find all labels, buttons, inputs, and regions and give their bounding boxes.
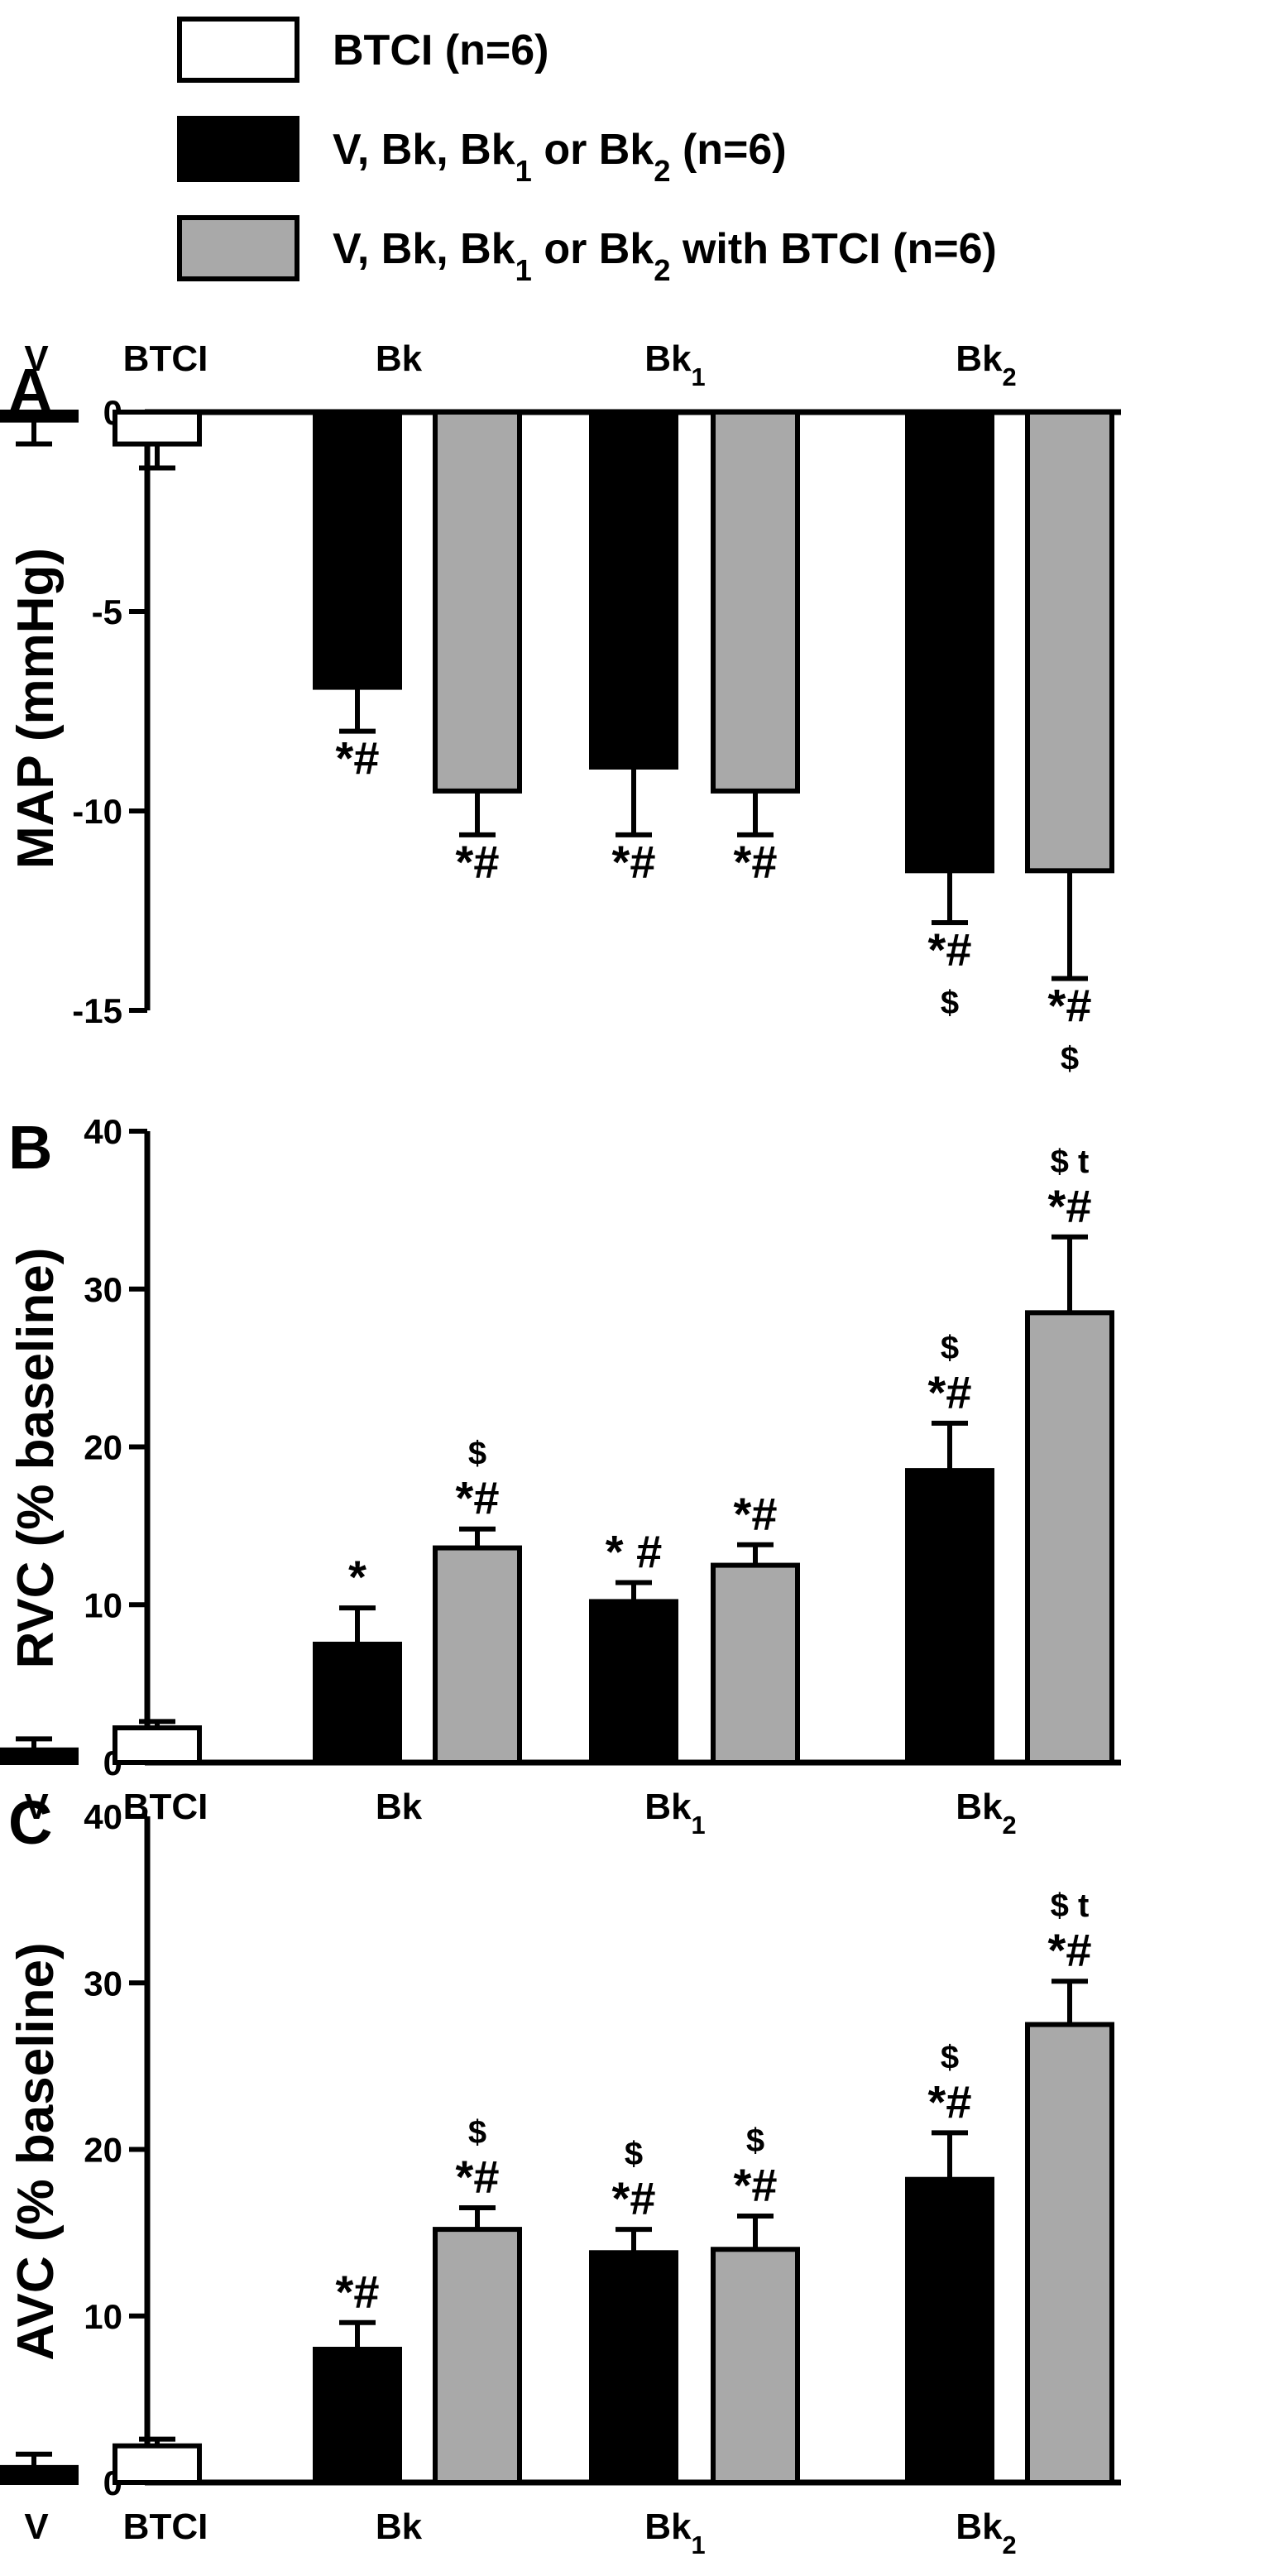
significance-label: *# — [456, 1472, 500, 1524]
y-tick-label: -10 — [72, 792, 122, 831]
significance-label: *# — [1048, 979, 1092, 1031]
significance-label: $ — [468, 1436, 486, 1472]
bar-bk1-agonist — [589, 410, 678, 770]
significance-label: *# — [336, 732, 380, 784]
y-tick-label: 30 — [84, 1270, 122, 1309]
legend-label-2: V, Bk, Bk1 or Bk2 (n=6) — [333, 126, 787, 188]
bar-bk1-with-btci — [711, 1562, 800, 1765]
panel-letter: B — [8, 1113, 52, 1182]
category-label-bk: Bk — [376, 2506, 423, 2547]
category-label-bk1: Bk1 — [644, 1787, 705, 1840]
legend-label-3: V, Bk, Bk1 or Bk2 with BTCI (n=6) — [333, 225, 997, 287]
significance-label: * — [348, 1551, 366, 1603]
bar-bk1-with-btci — [711, 2247, 800, 2485]
significance-label: $ — [468, 2114, 486, 2151]
significance-label: *# — [1048, 1924, 1092, 1976]
y-tick-label: 40 — [84, 1797, 122, 1836]
bar-bk2-agonist — [905, 1468, 994, 1766]
category-label-bk1: Bk1 — [644, 2506, 705, 2559]
bar-bk-with-btci — [433, 1545, 522, 1765]
y-tick-label: 30 — [84, 1964, 122, 2003]
bar-btci-btci — [113, 410, 202, 447]
bar-v-agonist — [0, 1747, 79, 1765]
category-label-v: V — [24, 1787, 49, 1827]
y-tick-label: -15 — [72, 991, 122, 1030]
y-tick-label: 20 — [84, 1428, 122, 1467]
category-label-btci: BTCI — [123, 338, 208, 379]
legend-swatch-2 — [177, 116, 299, 182]
significance-label: $ — [941, 2039, 959, 2075]
y-tick-label: 40 — [84, 1112, 122, 1151]
y-tick-label: 10 — [84, 1585, 122, 1624]
bar-bk-with-btci — [433, 2227, 522, 2486]
bar-v-agonist — [0, 2464, 79, 2485]
significance-label: *# — [734, 2159, 778, 2211]
bar-bk2-agonist — [905, 410, 994, 874]
y-tick-label: 20 — [84, 2131, 122, 2170]
bar-bk1-agonist — [589, 1599, 678, 1766]
bar-bk-with-btci — [433, 410, 522, 794]
category-label-bk1: Bk1 — [644, 338, 705, 391]
category-label-bk: Bk — [376, 338, 423, 379]
significance-label: $ — [1061, 1040, 1079, 1077]
significance-label: $ — [746, 2123, 764, 2159]
category-label-v: V — [24, 338, 49, 379]
significance-label: * # — [606, 1526, 663, 1578]
category-label-bk2: Bk2 — [956, 1787, 1016, 1840]
y-tick-label: 10 — [84, 2297, 122, 2336]
legend-swatch-3 — [177, 215, 299, 281]
legend-label-1: BTCI (n=6) — [333, 26, 548, 74]
significance-label: *# — [456, 2151, 500, 2203]
significance-label: $ — [941, 1330, 959, 1366]
category-label-btci: BTCI — [123, 2506, 208, 2547]
bar-btci-btci — [113, 2443, 202, 2486]
bar-bk2-with-btci — [1025, 2022, 1114, 2485]
category-label-bk2: Bk2 — [956, 2506, 1016, 2559]
category-label-bk2: Bk2 — [956, 338, 1016, 391]
bar-bk-agonist — [313, 1641, 402, 1765]
category-label-v: V — [24, 2506, 49, 2547]
bar-bk2-with-btci — [1025, 410, 1114, 874]
significance-label: *# — [928, 923, 972, 976]
y-axis-label: MAP (mmHg) — [7, 548, 65, 869]
y-axis-label: RVC (% baseline) — [7, 1248, 65, 1669]
significance-label: *# — [1048, 1180, 1092, 1232]
bar-bk-agonist — [313, 2347, 402, 2485]
significance-label: *# — [734, 836, 778, 888]
y-axis-label: AVC (% baseline) — [7, 1942, 65, 2360]
significance-label: *# — [336, 2266, 380, 2318]
y-tick-label: -5 — [92, 592, 122, 631]
significance-label: *# — [734, 1488, 778, 1540]
significance-label: $ t — [1051, 1888, 1090, 1924]
legend: BTCI (n=6) V, Bk, Bk1 or Bk2 (n=6) V, Bk, … — [177, 17, 997, 287]
bar-bk-agonist — [313, 410, 402, 690]
significance-label: *# — [612, 2172, 656, 2224]
bar-bk2-with-btci — [1025, 1310, 1114, 1766]
significance-label: $ — [941, 985, 959, 1021]
significance-label: $ — [625, 2136, 643, 2172]
legend-swatch-1 — [177, 17, 299, 83]
significance-label: $ t — [1051, 1144, 1090, 1180]
significance-label: *# — [456, 836, 500, 888]
bar-bk1-agonist — [589, 2250, 678, 2485]
bar-btci-btci — [113, 1725, 202, 1765]
significance-label: *# — [928, 2075, 972, 2127]
significance-label: *# — [612, 836, 656, 888]
bar-bk2-agonist — [905, 2176, 994, 2486]
category-label-btci: BTCI — [123, 1787, 208, 1827]
bar-v-agonist — [0, 410, 79, 423]
bar-bk1-with-btci — [711, 410, 800, 794]
panel-letter: C — [8, 1788, 52, 1857]
category-label-bk: Bk — [376, 1787, 423, 1827]
significance-label: *# — [928, 1366, 972, 1418]
